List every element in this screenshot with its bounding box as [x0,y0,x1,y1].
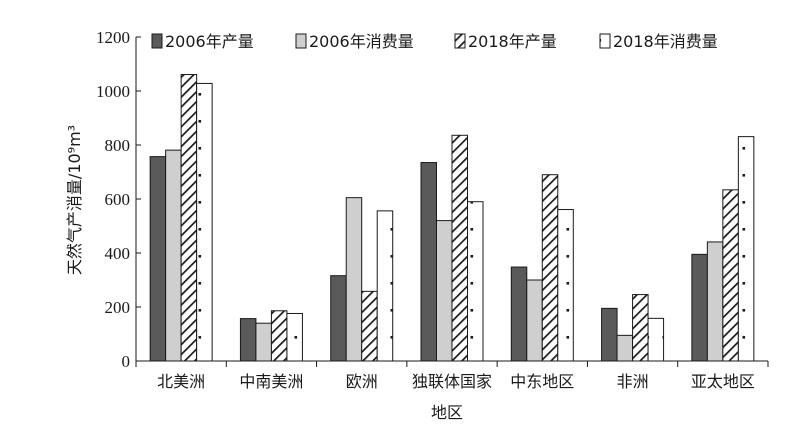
bar [270,310,288,362]
x-tick-label: 北美洲 [157,372,205,391]
bar [180,74,198,362]
bar [255,322,272,362]
legend-label: 2006年产量 [165,32,254,51]
bar [239,318,257,362]
bar [632,294,649,362]
x-tick-label: 欧洲 [346,372,378,391]
x-tick-label: 独联体国家 [412,372,492,391]
bar [286,312,303,362]
y-tick-label: 800 [105,136,131,155]
bar [737,136,755,362]
bar [526,279,543,362]
x-tick-label: 中东地区 [510,372,574,391]
bar [510,266,528,362]
bar [420,162,437,362]
bar [149,156,167,362]
x-tick-label: 中南美洲 [239,372,303,391]
bar [330,275,347,362]
bar [722,189,739,362]
y-tick-label: 1200 [96,28,130,47]
bar [361,290,378,362]
bar [196,82,213,362]
bar [691,253,708,362]
legend: 2006年产量 2006年消费量 2018年产量 2018年消费量 [151,32,718,51]
legend-swatch [599,33,611,49]
legend-swatch [151,33,163,49]
legend-swatch [295,33,307,49]
y-axis-title: 天然气产消量/10⁹m³ [65,125,84,275]
y-axis: 0 200 400 600 800 1000 1200 [96,28,141,371]
x-axis-title: 地区 [431,403,463,422]
bar [557,209,574,362]
y-tick-label: 200 [105,298,131,317]
y-tick-label: 0 [122,352,131,371]
bar [601,307,618,362]
x-axis: 北美洲 中南美洲 欧洲 独联体国家 中东地区 非洲 亚太地区 [135,360,769,391]
bar [345,197,363,362]
y-tick-label: 600 [105,190,131,209]
bar [376,210,394,362]
legend-label: 2018年消费量 [613,32,718,51]
bar [165,149,182,362]
x-tick-label: 亚太地区 [691,372,755,391]
legend-swatch [454,33,466,49]
x-tick-label: 非洲 [617,372,649,391]
bar [451,134,468,362]
bar [541,174,559,362]
bar [706,241,724,362]
bar [616,334,634,362]
legend-label: 2018年产量 [468,32,557,51]
bar [467,201,484,362]
bar [436,220,453,362]
y-tick-label: 1000 [96,82,130,101]
y-tick-label: 400 [105,244,131,263]
legend-label: 2006年消费量 [309,32,414,51]
bars [149,74,755,362]
bar [647,317,665,362]
